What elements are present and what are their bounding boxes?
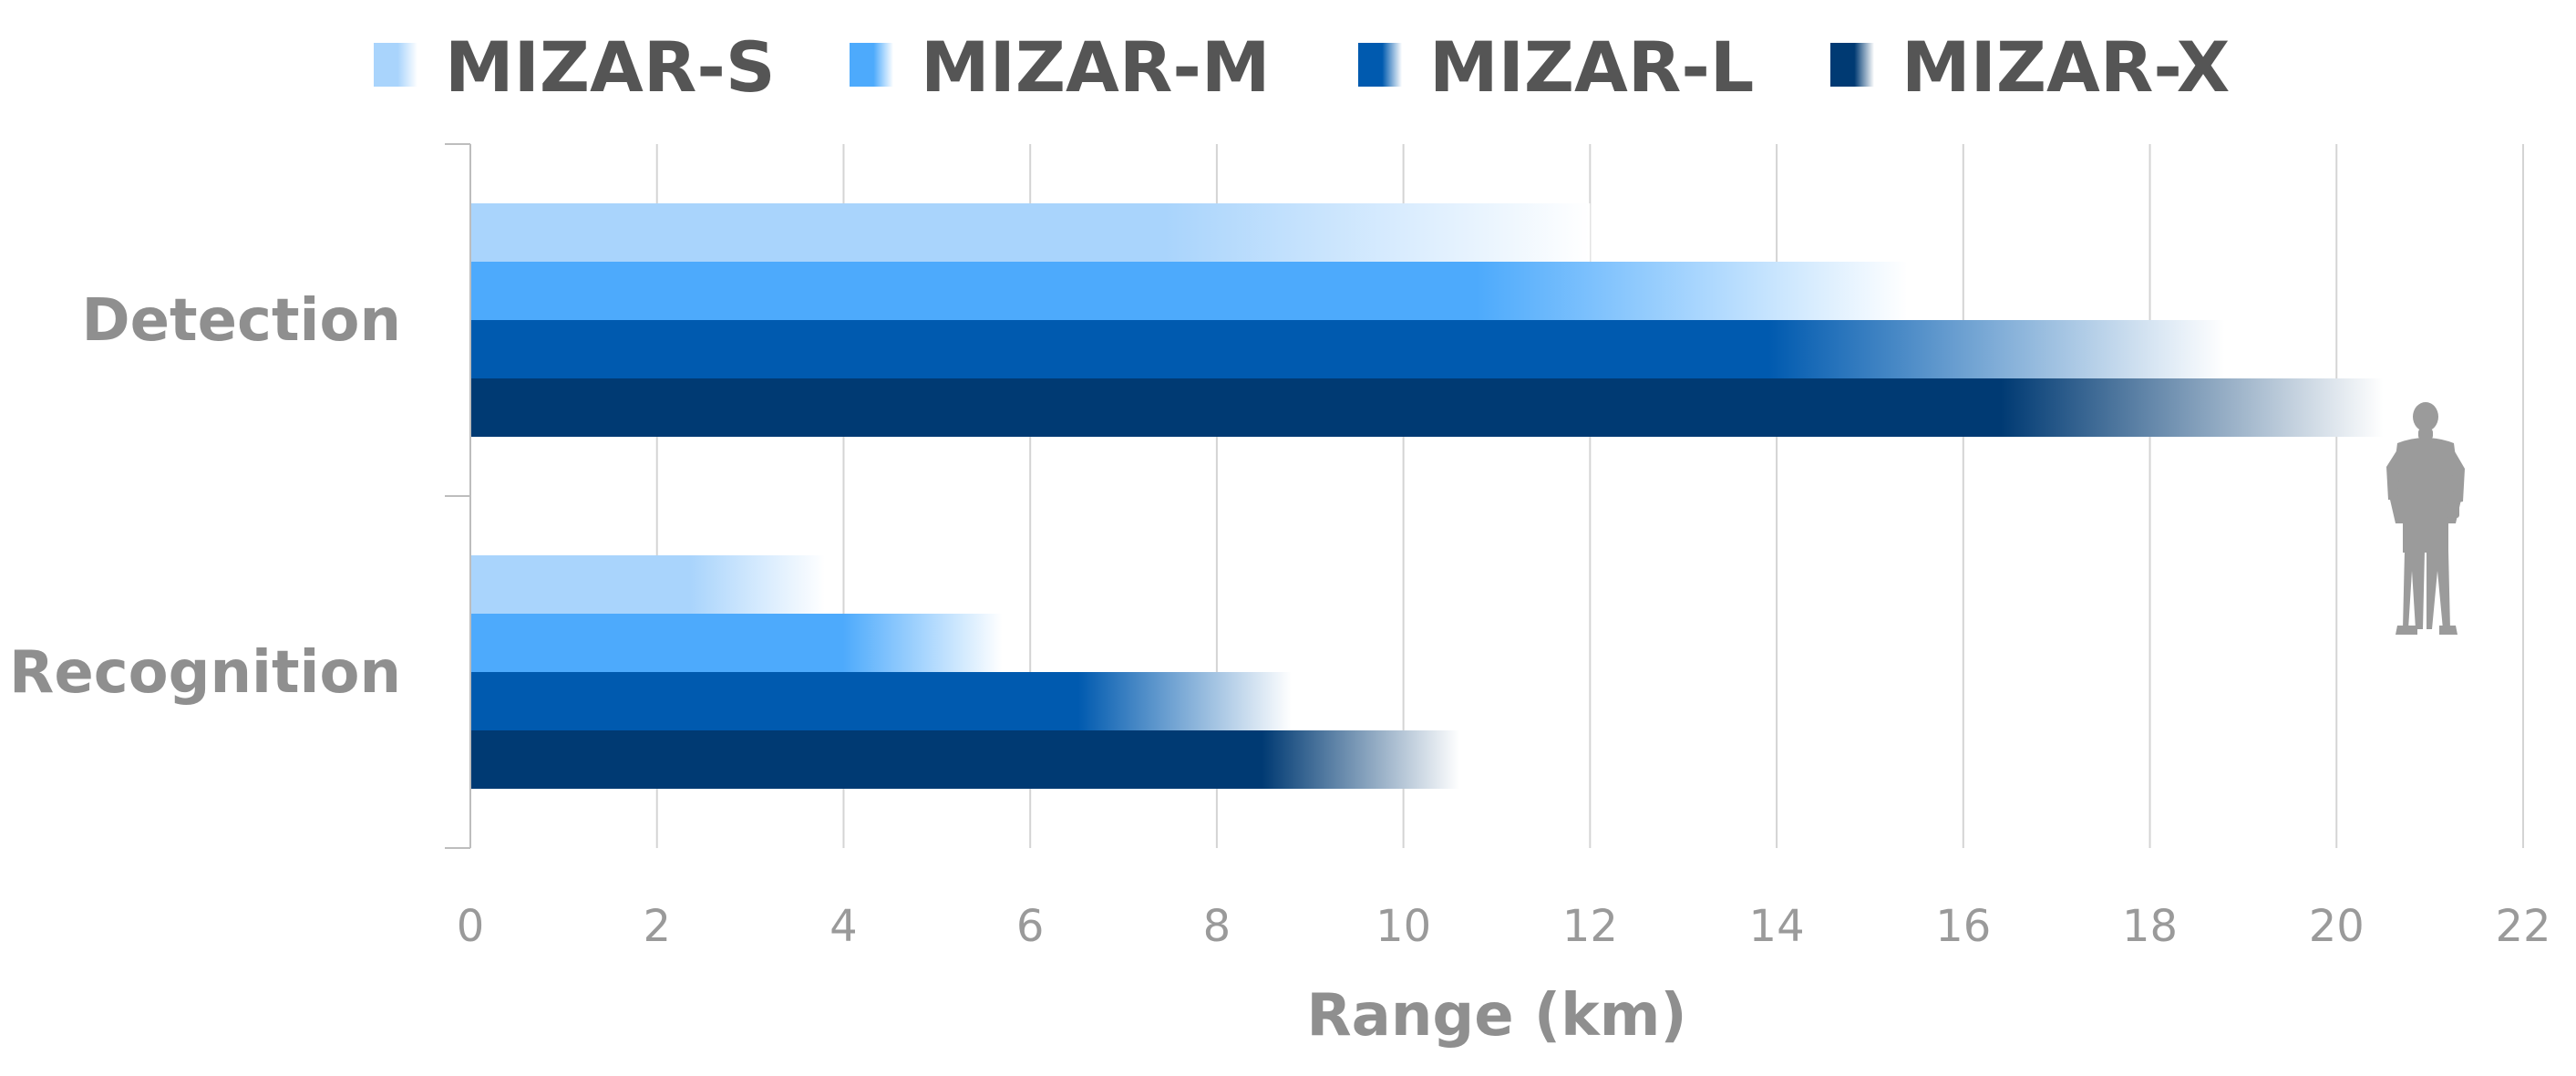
x-tick-label-4: 4 [829,901,858,952]
bar-recognition-mizar-m [471,614,1003,672]
legend-label-mizar-m: MIZAR-M [921,26,1271,108]
bar-detection-mizar-l [471,320,2225,378]
x-tick-labels: 0 2 4 6 8 10 12 14 16 18 20 22 [457,901,2551,952]
x-tick-label-8: 8 [1203,901,1231,952]
x-tick-label-14: 14 [1749,901,1805,952]
legend: MIZAR-S MIZAR-M MIZAR-L MIZAR-X [374,26,2230,108]
person-silhouette-icon [2386,402,2465,635]
bar-detection-mizar-x [471,378,2384,437]
bar-detection-mizar-s [471,203,1591,262]
bars [471,203,2384,789]
legend-label-mizar-s: MIZAR-S [445,26,776,108]
bar-detection-mizar-m [471,262,1908,320]
x-tick-label-12: 12 [1562,901,1618,952]
x-tick-label-18: 18 [2122,901,2178,952]
bar-recognition-mizar-l [471,672,1292,730]
x-tick-label-2: 2 [643,901,671,952]
category-label-recognition: Recognition [9,639,401,707]
legend-swatch-mizar-m [850,43,893,87]
category-labels: Detection Recognition [9,287,401,707]
x-tick-label-10: 10 [1376,901,1431,952]
x-tick-label-22: 22 [2495,901,2550,952]
x-tick-label-0: 0 [457,901,485,952]
legend-swatch-mizar-s [374,43,417,87]
x-tick-label-6: 6 [1016,901,1045,952]
legend-label-mizar-x: MIZAR-X [1901,26,2230,108]
x-tick-label-16: 16 [1935,901,1991,952]
bar-recognition-mizar-s [471,555,825,614]
legend-swatch-mizar-l [1358,43,1402,87]
legend-swatch-mizar-x [1830,43,1874,87]
category-label-detection: Detection [81,287,401,355]
legend-label-mizar-l: MIZAR-L [1429,26,1754,108]
x-axis-title: Range (km) [1306,982,1686,1050]
y-axis [445,143,471,849]
x-tick-label-20: 20 [2309,901,2365,952]
bar-recognition-mizar-x [471,730,1460,789]
